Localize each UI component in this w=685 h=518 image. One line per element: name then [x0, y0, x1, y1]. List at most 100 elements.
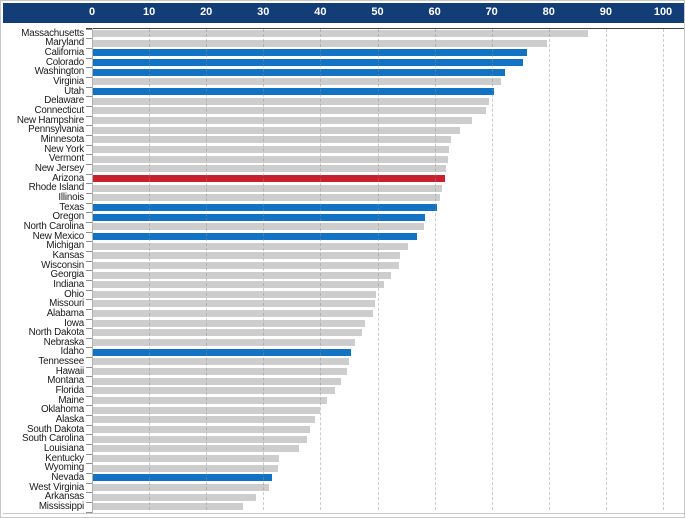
state-bar	[93, 155, 448, 163]
category-tick	[86, 212, 92, 214]
state-bar	[93, 319, 365, 327]
state-bar	[93, 329, 362, 337]
category-tick	[86, 77, 92, 78]
state-label: Alaska	[55, 414, 84, 426]
state-bar	[93, 174, 445, 182]
state-bar	[93, 435, 307, 443]
state-label: Wyoming	[44, 462, 85, 474]
axis-tick-label: 70	[485, 6, 498, 18]
state-label: West Virginia	[29, 481, 84, 493]
category-tick	[86, 289, 92, 291]
state-label: Kansas	[52, 249, 85, 261]
state-label: Connecticut	[34, 104, 84, 116]
state-bar	[93, 377, 341, 385]
state-bar	[93, 203, 437, 211]
category-tick	[86, 134, 92, 136]
state-bar	[93, 30, 589, 37]
category-tick	[86, 260, 92, 262]
state-label: Oklahoma	[40, 404, 84, 416]
axis-tick-label: 60	[428, 6, 441, 18]
state-bar	[93, 310, 373, 318]
state-bar	[93, 87, 494, 95]
axis-tick-label: 20	[200, 6, 213, 18]
state-label: Pennsylvania	[28, 124, 84, 136]
category-tick	[86, 250, 92, 252]
state-bar	[93, 68, 506, 76]
category-tick	[86, 221, 92, 223]
state-bar	[93, 232, 417, 240]
state-bar	[93, 194, 441, 202]
category-tick	[86, 415, 92, 417]
category-tick	[86, 328, 92, 330]
category-tick	[86, 154, 92, 156]
category-tick	[86, 386, 92, 388]
state-label: Florida	[55, 385, 84, 397]
state-label: California	[44, 47, 85, 59]
category-tick	[86, 192, 92, 194]
state-label: Massachusetts	[21, 27, 84, 39]
category-tick	[86, 347, 92, 349]
state-label: South Carolina	[21, 433, 84, 445]
category-tick	[86, 163, 92, 165]
state-bar	[93, 368, 348, 376]
state-label: South Dakota	[27, 423, 84, 435]
category-tick	[86, 299, 92, 301]
category-tick	[86, 337, 92, 339]
state-label: Oregon	[52, 211, 85, 223]
gridline	[320, 29, 322, 510]
state-bar	[93, 39, 547, 47]
category-tick	[86, 173, 92, 175]
state-bar	[93, 406, 321, 414]
state-label: Texas	[59, 201, 84, 213]
state-label: Georgia	[50, 269, 85, 281]
state-bar	[93, 387, 336, 395]
plot-top-border	[86, 28, 684, 29]
category-tick	[86, 270, 92, 272]
state-bar	[93, 261, 400, 269]
axis-tick-label: 30	[257, 6, 270, 18]
gridline	[605, 29, 607, 510]
state-bar	[93, 116, 473, 124]
state-label: Idaho	[60, 346, 84, 358]
gridline	[149, 29, 151, 510]
category-tick	[86, 405, 92, 407]
state-label: Colorado	[45, 56, 84, 68]
state-label: Maine	[58, 394, 84, 406]
state-label: Arizona	[52, 172, 84, 184]
state-label: Iowa	[64, 317, 84, 329]
category-tick	[86, 28, 92, 30]
category-tick	[86, 492, 92, 494]
state-label: Maryland	[45, 37, 84, 49]
category-tick	[86, 473, 92, 475]
category-tick	[86, 202, 92, 204]
state-label: Wisconsin	[41, 259, 84, 271]
state-label: Minnesota	[40, 133, 85, 145]
category-tick	[86, 48, 92, 50]
state-label: Arkansas	[44, 491, 84, 503]
state-label: Louisiana	[43, 443, 84, 455]
state-label: New Jersey	[34, 162, 84, 174]
category-tick	[86, 67, 92, 69]
state-label: North Carolina	[23, 220, 85, 232]
state-bar	[93, 126, 461, 134]
gridline	[377, 29, 379, 510]
state-label: Illinois	[58, 191, 84, 203]
state-label: Mississippi	[38, 501, 84, 513]
category-tick	[86, 279, 92, 281]
state-label: Indiana	[53, 278, 84, 290]
gridline	[548, 29, 550, 510]
state-bar	[93, 493, 256, 501]
state-bar	[93, 97, 490, 105]
state-label: Utah	[64, 85, 84, 97]
state-bar	[93, 58, 523, 66]
category-tick	[86, 115, 92, 117]
axis-tick-label: 80	[542, 6, 555, 18]
state-label: Virginia	[53, 76, 84, 87]
axis-tick-label: 100	[653, 6, 673, 18]
category-tick	[86, 86, 92, 88]
category-tick	[86, 96, 92, 98]
state-label: New Hampshire	[16, 114, 84, 126]
category-tick	[86, 231, 92, 233]
category-tick	[86, 453, 92, 455]
plot-bottom-border	[3, 513, 684, 514]
